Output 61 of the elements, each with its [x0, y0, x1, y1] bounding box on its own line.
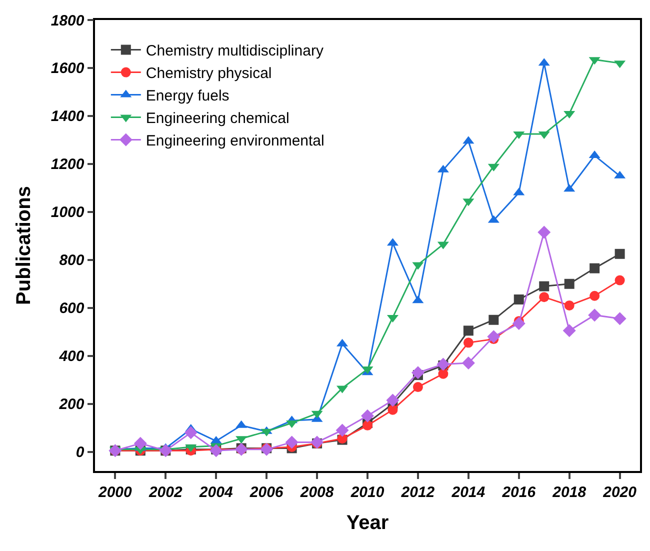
x-tick-label: 2002 [148, 484, 183, 501]
point [538, 226, 551, 239]
y-tick-label: 200 [58, 396, 85, 414]
x-tick-label: 2006 [248, 484, 284, 501]
point [463, 338, 474, 348]
y-tick-label: 1000 [50, 204, 85, 222]
point [438, 368, 448, 379]
y-tick-label: 1600 [50, 60, 85, 78]
point [462, 356, 475, 370]
legend-label: Engineering environmental [146, 132, 324, 150]
x-tick-label: 2016 [501, 484, 536, 501]
x-tick-label: 2018 [552, 484, 587, 501]
point [588, 308, 602, 322]
point [539, 281, 550, 292]
point [134, 436, 147, 450]
point [488, 314, 499, 325]
legend-label: Energy fuels [146, 88, 230, 105]
point [590, 263, 600, 274]
x-tick-label: 2020 [602, 484, 638, 501]
point [512, 316, 526, 330]
y-tick-label: 800 [59, 252, 85, 270]
y-tick-label: 1800 [50, 12, 85, 30]
point [463, 326, 474, 336]
y-tick-label: 600 [59, 300, 85, 318]
legend-label: Chemistry physical [146, 65, 272, 82]
y-tick-label: 0 [76, 444, 85, 462]
x-tick-label: 2000 [98, 484, 133, 501]
x-axis-title: Year [346, 512, 389, 534]
point [613, 312, 626, 326]
point [590, 290, 600, 301]
x-tick-label: 2008 [299, 484, 334, 501]
point [411, 366, 424, 380]
point [436, 358, 450, 371]
point [539, 292, 550, 302]
point [412, 382, 423, 392]
point [184, 426, 198, 440]
point [285, 436, 298, 449]
legend-label: Chemistry multidisciplinary [146, 42, 324, 60]
y-tick-label: 1200 [50, 156, 85, 174]
x-tick-label: 2004 [198, 484, 234, 501]
point [336, 424, 349, 437]
point [210, 444, 223, 458]
point [487, 330, 500, 344]
y-tick-label: 400 [58, 348, 85, 366]
y-tick-label: 1400 [50, 108, 85, 126]
legend-label: Engineering chemical [146, 110, 290, 128]
point [564, 300, 574, 310]
y-axis-title: Publications [12, 186, 35, 305]
point [310, 436, 324, 449]
point [260, 442, 274, 456]
point [361, 409, 374, 422]
x-tick-label: 2010 [350, 484, 385, 501]
point [386, 394, 400, 407]
point [562, 324, 576, 338]
point [564, 278, 574, 289]
point [388, 404, 398, 415]
point [514, 294, 524, 304]
point [614, 275, 625, 286]
point [614, 248, 625, 259]
x-tick-label: 2012 [400, 484, 436, 501]
x-tick-label: 2014 [450, 484, 486, 501]
